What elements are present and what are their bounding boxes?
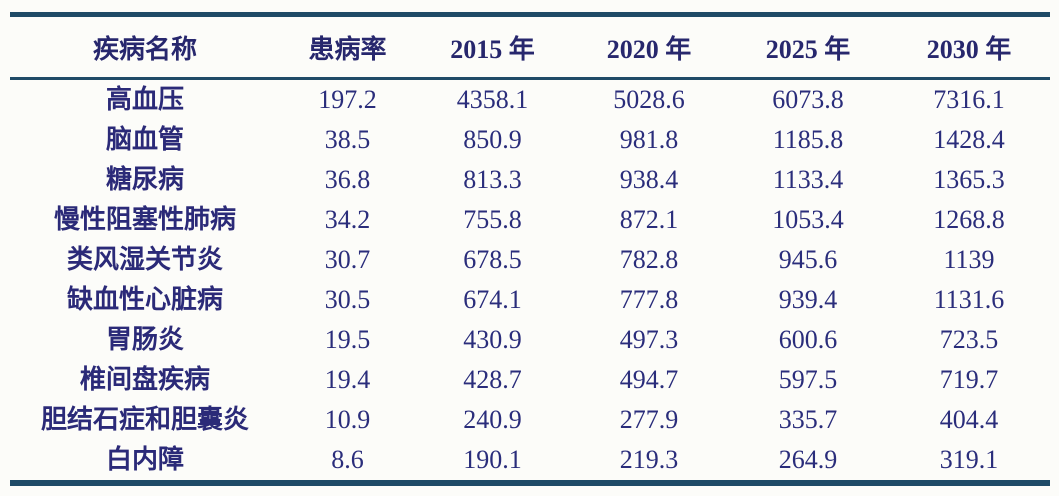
table-row: 糖尿病 36.8 813.3 938.4 1133.4 1365.3 (10, 160, 1050, 200)
table-row: 慢性阻塞性肺病 34.2 755.8 872.1 1053.4 1268.8 (10, 200, 1050, 240)
cell-2025: 6073.8 (772, 85, 844, 114)
cell-2020: 494.7 (619, 365, 679, 394)
cell-2020: 497.3 (619, 325, 679, 354)
cell-2030: 719.7 (939, 365, 999, 394)
cell-2025: 1053.4 (772, 205, 844, 234)
table-header: 疾病名称 患病率 2015 年 2020 年 2025 年 2030 年 (10, 14, 1050, 80)
cell-disease-name: 糖尿病 (105, 165, 184, 194)
cell-disease-name: 胆结石症和胆囊炎 (40, 405, 249, 434)
cell-2020: 5028.6 (613, 85, 685, 114)
column-header-2025: 2025 年 (728, 14, 888, 80)
column-header-prevalence-rate: 患病率 (280, 14, 415, 80)
cell-disease-name: 胃肠炎 (105, 325, 184, 354)
cell-prevalence-rate: 38.5 (324, 125, 371, 154)
cell-2030: 1365.3 (933, 165, 1005, 194)
cell-prevalence-rate: 30.5 (324, 285, 371, 314)
cell-prevalence-rate: 34.2 (324, 205, 371, 234)
table-row: 胆结石症和胆囊炎 10.9 240.9 277.9 335.7 404.4 (10, 400, 1050, 440)
cell-2020: 981.8 (619, 125, 679, 154)
table-row: 脑血管 38.5 850.9 981.8 1185.8 1428.4 (10, 120, 1050, 160)
cell-prevalence-rate: 19.4 (324, 365, 371, 394)
column-header-disease-name: 疾病名称 (10, 14, 280, 80)
cell-2030: 319.1 (939, 445, 999, 474)
cell-2025: 939.4 (778, 285, 838, 314)
cell-2020: 777.8 (619, 285, 679, 314)
cell-2015: 850.9 (463, 125, 522, 154)
cell-2025: 1185.8 (772, 125, 844, 154)
cell-disease-name: 慢性阻塞性肺病 (53, 205, 236, 234)
cell-prevalence-rate: 10.9 (324, 405, 371, 434)
table-row: 胃肠炎 19.5 430.9 497.3 600.6 723.5 (10, 320, 1050, 360)
column-header-2015: 2015 年 (415, 14, 570, 80)
cell-2030: 1428.4 (933, 125, 1005, 154)
table-row: 高血压 197.2 4358.1 5028.6 6073.8 7316.1 (10, 79, 1050, 121)
cell-2020: 872.1 (619, 205, 679, 234)
cell-2015: 755.8 (463, 205, 522, 234)
header-row: 疾病名称 患病率 2015 年 2020 年 2025 年 2030 年 (10, 14, 1050, 80)
cell-2030: 1131.6 (933, 285, 1005, 314)
cell-2015: 240.9 (463, 405, 522, 434)
cell-2025: 264.9 (778, 445, 838, 474)
cell-disease-name: 类风湿关节炎 (66, 245, 223, 274)
cell-2015: 674.1 (463, 285, 522, 314)
cell-prevalence-rate: 8.6 (331, 445, 364, 474)
table-row: 缺血性心脏病 30.5 674.1 777.8 939.4 1131.6 (10, 280, 1050, 320)
cell-2025: 945.6 (778, 245, 838, 274)
cell-disease-name: 缺血性心脏病 (66, 285, 223, 314)
cell-disease-name: 白内障 (105, 445, 184, 474)
table-body: 高血压 197.2 4358.1 5028.6 6073.8 7316.1 脑血… (10, 79, 1050, 484)
cell-prevalence-rate: 36.8 (324, 165, 371, 194)
disease-prevalence-table: 疾病名称 患病率 2015 年 2020 年 2025 年 2030 年 高血压… (10, 12, 1050, 486)
cell-2025: 597.5 (778, 365, 838, 394)
cell-prevalence-rate: 19.5 (324, 325, 371, 354)
cell-2015: 430.9 (463, 325, 522, 354)
disease-prevalence-table-container: 疾病名称 患病率 2015 年 2020 年 2025 年 2030 年 高血压… (10, 12, 1050, 486)
cell-2030: 723.5 (939, 325, 999, 354)
cell-2015: 4358.1 (456, 85, 529, 114)
cell-disease-name: 高血压 (105, 85, 184, 114)
cell-2020: 277.9 (619, 405, 679, 434)
cell-2015: 678.5 (463, 245, 522, 274)
cell-2015: 190.1 (463, 445, 522, 474)
cell-prevalence-rate: 197.2 (318, 85, 377, 114)
table-row: 椎间盘疾病 19.4 428.7 494.7 597.5 719.7 (10, 360, 1050, 400)
cell-2030: 1268.8 (933, 205, 1005, 234)
table-row: 白内障 8.6 190.1 219.3 264.9 319.1 (10, 440, 1050, 483)
cell-2025: 1133.4 (772, 165, 844, 194)
cell-2015: 428.7 (463, 365, 522, 394)
cell-2025: 335.7 (778, 405, 838, 434)
cell-prevalence-rate: 30.7 (324, 245, 371, 274)
cell-2030: 404.4 (939, 405, 999, 434)
cell-disease-name: 椎间盘疾病 (79, 365, 210, 394)
cell-2020: 938.4 (619, 165, 679, 194)
table-row: 类风湿关节炎 30.7 678.5 782.8 945.6 1139 (10, 240, 1050, 280)
cell-2025: 600.6 (778, 325, 838, 354)
column-header-2020: 2020 年 (570, 14, 728, 80)
cell-2030: 7316.1 (933, 85, 1005, 114)
cell-2030: 1139 (943, 245, 995, 274)
column-header-2030: 2030 年 (888, 14, 1050, 80)
cell-disease-name: 脑血管 (105, 125, 184, 154)
cell-2020: 782.8 (619, 245, 679, 274)
cell-2015: 813.3 (463, 165, 522, 194)
cell-2020: 219.3 (619, 445, 679, 474)
